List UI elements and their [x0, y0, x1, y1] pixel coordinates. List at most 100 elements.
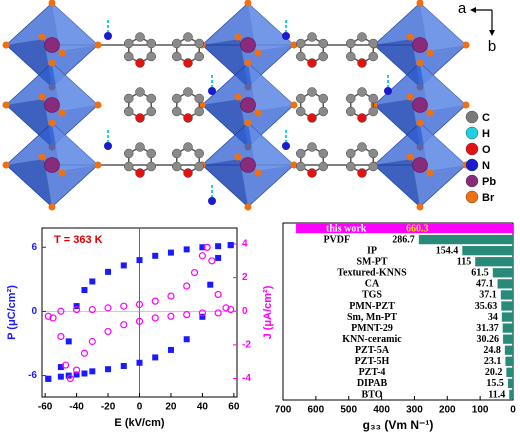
- data-point: [57, 332, 65, 341]
- y-tick-label: 0: [31, 306, 37, 317]
- c-atom: [171, 161, 182, 172]
- br-atom: [58, 49, 66, 57]
- bar: [506, 367, 513, 377]
- o-atom: [307, 58, 317, 68]
- value-label: 24.8: [483, 345, 501, 356]
- c-atom: [183, 142, 193, 152]
- n-atom: [282, 142, 290, 150]
- x-tick-label: 0: [510, 405, 516, 416]
- data-point: [183, 246, 190, 253]
- br-atom: [244, 203, 252, 211]
- legend-label: C: [482, 112, 490, 124]
- value-label: 15.5: [486, 378, 504, 389]
- data-point: [167, 292, 175, 300]
- octahedron-face: [202, 159, 248, 207]
- c-atom: [194, 51, 205, 62]
- o-atom: [357, 113, 367, 123]
- n-atom: [208, 87, 216, 95]
- data-point: [120, 262, 127, 269]
- bar: [505, 356, 513, 366]
- c-atom: [295, 93, 306, 104]
- category-label: SM-PT: [356, 257, 387, 268]
- data-point: [215, 254, 222, 261]
- c-atom: [345, 93, 356, 104]
- o-atom: [307, 113, 317, 123]
- c-atom: [171, 148, 182, 159]
- category-label: PZT-5H: [355, 356, 390, 367]
- c-atom: [368, 51, 379, 62]
- br-atom: [38, 33, 46, 41]
- category-label: Textured-KNNS: [337, 268, 407, 279]
- data-point: [167, 312, 175, 320]
- br-atom: [290, 161, 298, 169]
- br-atom: [244, 0, 252, 7]
- br-atom: [416, 119, 424, 127]
- octahedron-face: [52, 63, 98, 111]
- c-atom: [135, 142, 145, 152]
- c-atom: [135, 32, 145, 42]
- legend-swatch: [465, 126, 479, 140]
- data-point: [183, 282, 191, 290]
- y2-tick-label: 0: [242, 306, 248, 317]
- octahedron-face: [248, 123, 294, 171]
- x-tick-label: -40: [69, 402, 84, 413]
- x-tick-label: 500: [340, 405, 357, 416]
- value-label: 115: [457, 257, 471, 268]
- o-atom: [183, 168, 193, 178]
- br-atom: [94, 101, 102, 109]
- x-tick-label: -20: [101, 402, 116, 413]
- x-tick-label: 100: [472, 405, 489, 416]
- c-atom: [295, 38, 306, 49]
- o-atom: [135, 58, 145, 68]
- bar: [509, 389, 513, 400]
- y2-tick-label: -2: [242, 340, 251, 351]
- x-tick-label: 0: [137, 402, 143, 413]
- c-atom: [345, 161, 356, 172]
- c-atom: [318, 51, 329, 62]
- data-point: [152, 354, 159, 361]
- data-point: [199, 244, 206, 251]
- c-atom: [368, 93, 379, 104]
- data-point: [72, 305, 81, 314]
- br-atom: [426, 169, 434, 177]
- pb-atom: [44, 97, 60, 113]
- bar: [502, 323, 513, 333]
- data-point: [208, 257, 216, 265]
- c-atom: [318, 93, 329, 104]
- octahedron-face: [6, 159, 52, 207]
- br-atom: [254, 169, 262, 177]
- data-point: [81, 370, 88, 377]
- c-atom: [194, 38, 205, 49]
- octahedron-face: [420, 3, 466, 51]
- x-tick-label: 600: [308, 405, 325, 416]
- c-atom: [194, 148, 205, 159]
- bar: [501, 312, 513, 322]
- value-label: 11.4: [488, 389, 505, 400]
- o-atom: [357, 168, 367, 178]
- br-atom: [58, 109, 66, 117]
- data-point: [183, 311, 191, 319]
- c-atom: [357, 142, 367, 152]
- c-atom: [146, 51, 157, 62]
- data-point: [167, 346, 174, 353]
- c-atom: [123, 93, 134, 104]
- c-atom: [295, 148, 306, 159]
- br-atom: [48, 0, 56, 7]
- bar: [296, 223, 513, 234]
- legend-swatch: [465, 158, 479, 172]
- c-atom: [368, 106, 379, 117]
- br-atom: [198, 101, 206, 109]
- n-atom: [208, 197, 216, 205]
- category-label: PVDF: [323, 234, 350, 245]
- br-atom: [416, 203, 424, 211]
- c-atom: [307, 32, 317, 42]
- y-tick-label: -6: [28, 370, 37, 381]
- value-label: 23.1: [484, 356, 502, 367]
- pb-atom: [240, 157, 256, 173]
- c-atom: [171, 38, 182, 49]
- x-axis-label: g₃₃ (Vm N⁻¹): [363, 418, 434, 432]
- data-point: [203, 243, 211, 251]
- data-point: [227, 242, 234, 249]
- bar: [503, 334, 513, 344]
- c-atom: [368, 148, 379, 159]
